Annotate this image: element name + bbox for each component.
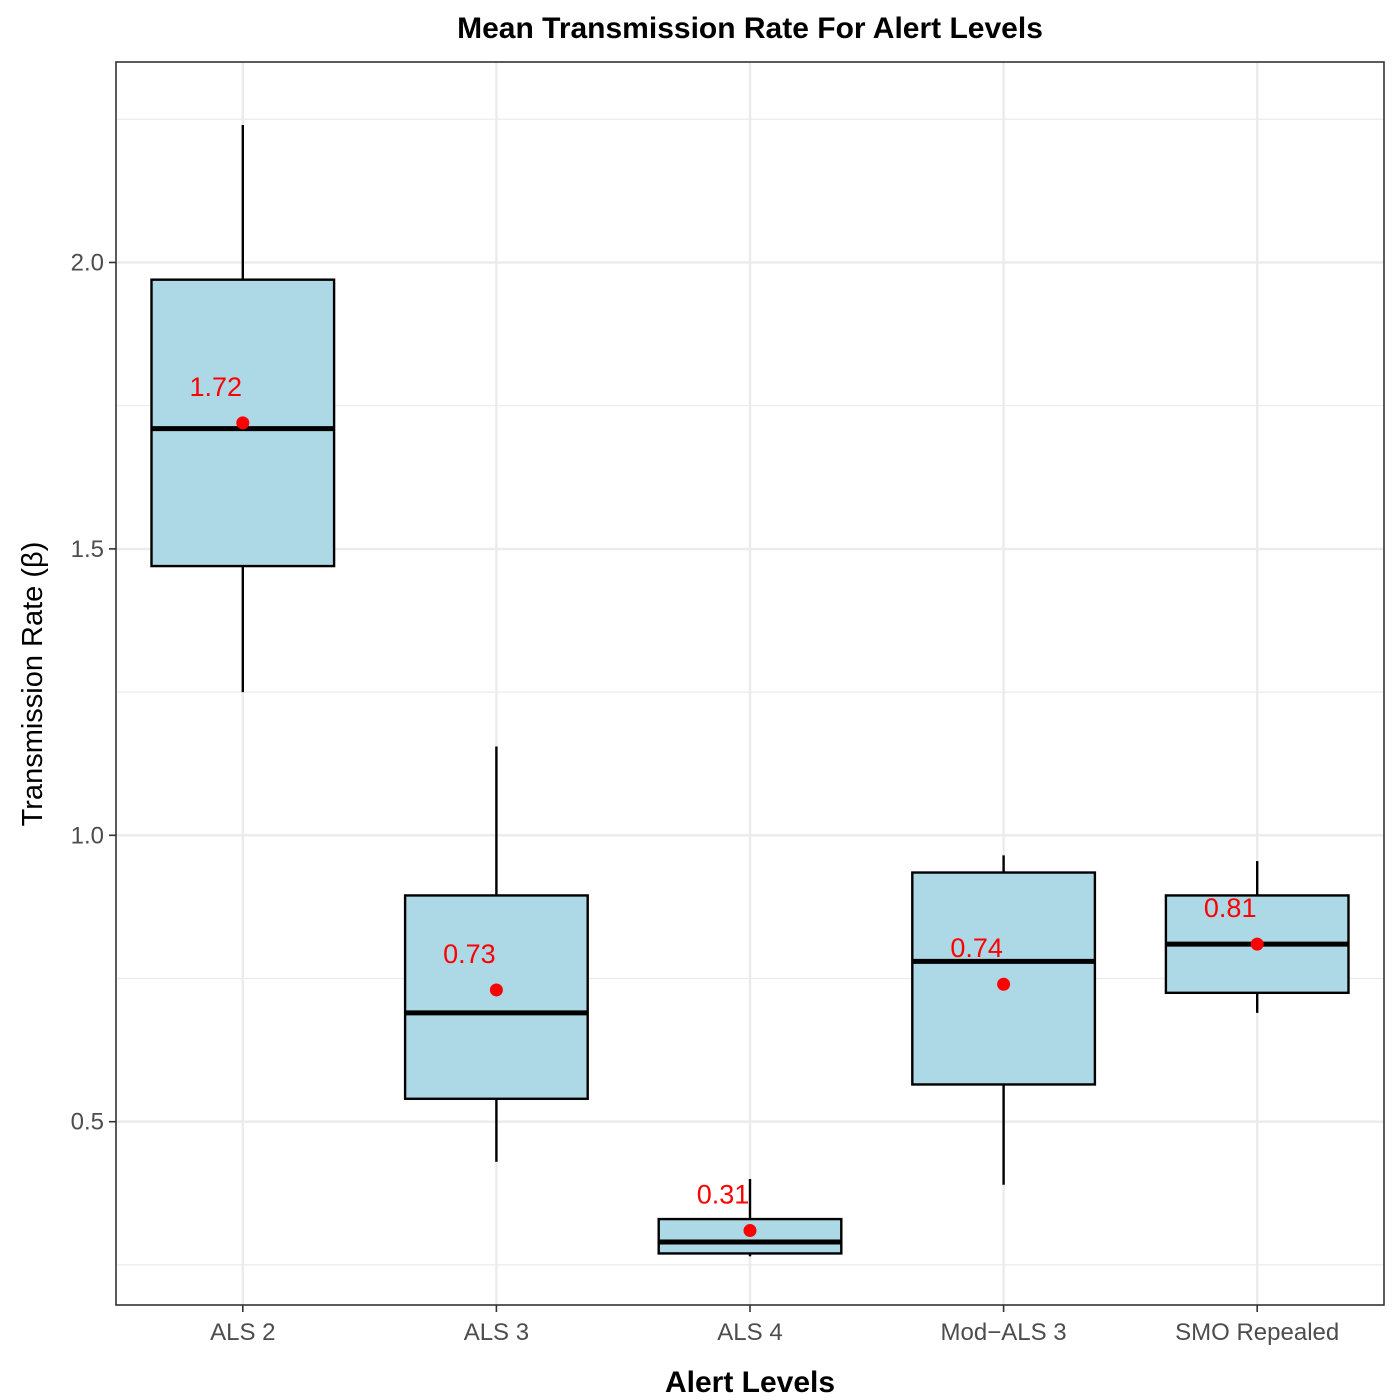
- y-tick-label: 0.5: [71, 1109, 104, 1136]
- x-tick-label: Mod−ALS 3: [941, 1319, 1067, 1346]
- mean-label: 1.72: [190, 372, 243, 402]
- x-axis-label: Alert Levels: [665, 1366, 835, 1399]
- mean-point: [236, 416, 250, 430]
- boxes: 1.72 0.73 0.31 0.74 0.81: [150, 125, 1350, 1257]
- axes: 0.5 1.0 1.5 2.0 ALS 2 ALS 3 ALS 4 Mod−ALS 3 SMO …: [71, 249, 1340, 1346]
- chart-title: Mean Transmission Rate For Alert Levels: [457, 12, 1043, 45]
- box-group: 0.74: [911, 855, 1097, 1185]
- mean-label: 0.74: [950, 933, 1003, 963]
- x-tick-label: ALS 2: [210, 1319, 275, 1346]
- y-tick-label: 2.0: [71, 249, 104, 276]
- x-tick-label: SMO Repealed: [1175, 1319, 1339, 1346]
- box-group: 0.81: [1164, 861, 1350, 1013]
- mean-label: 0.81: [1204, 893, 1257, 923]
- box-group: 0.31: [657, 1178, 843, 1257]
- y-tick-label: 1.5: [71, 536, 104, 563]
- box-group: 1.72: [150, 125, 336, 693]
- y-tick-label: 1.0: [71, 822, 104, 849]
- iqr-box: [403, 894, 589, 1100]
- mean-point: [743, 1224, 757, 1238]
- mean-label: 0.31: [697, 1180, 750, 1210]
- x-tick-label: ALS 3: [464, 1319, 529, 1346]
- mean-point: [997, 977, 1011, 991]
- x-tick-label: ALS 4: [717, 1319, 782, 1346]
- mean-point: [1250, 937, 1264, 951]
- y-axis-label: Transmission Rate (β): [17, 542, 49, 827]
- mean-point: [489, 983, 503, 997]
- mean-label: 0.73: [443, 939, 496, 969]
- box-group: 0.73: [403, 746, 589, 1162]
